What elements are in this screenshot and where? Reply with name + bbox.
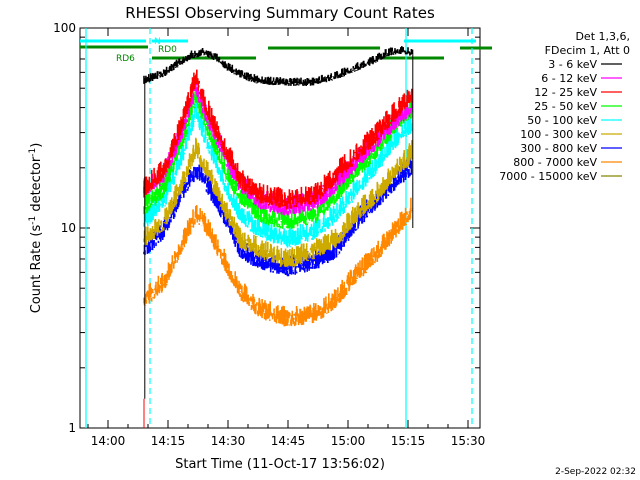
- y-tick-label: 10: [61, 221, 76, 235]
- legend-entry-label: 300 - 800 keV: [520, 142, 597, 155]
- flag-label-rd6: RD6: [116, 54, 135, 64]
- flag-label-rd0: RD0: [158, 45, 177, 55]
- y-axis-label-sup1: -1: [28, 216, 38, 225]
- timestamp: 2-Sep-2022 02:32: [555, 467, 636, 477]
- series-trace: [143, 137, 413, 267]
- x-tick-label: 14:30: [211, 434, 246, 448]
- flag-label-n: N: [154, 37, 161, 47]
- legend-entry-label: 7000 - 15000 keV: [499, 170, 597, 183]
- x-tick-label: 14:00: [91, 434, 126, 448]
- x-tick-label: 15:15: [391, 434, 426, 448]
- x-tick-label: 14:15: [151, 434, 186, 448]
- x-tick-label: 15:30: [451, 434, 486, 448]
- series-layer: [143, 46, 414, 428]
- y-axis-label-sup2: -1: [28, 148, 38, 157]
- legend-entry-label: 100 - 300 keV: [520, 128, 597, 141]
- legend-entry-label: 12 - 25 keV: [534, 86, 597, 99]
- axis-ticks: 14:00 14:15 14:30 14:45 15:00 15:15 15:30 1 10 10…: [53, 21, 485, 448]
- series-trace: [143, 101, 413, 248]
- chart-title: RHESSI Observing Summary Count Rates: [125, 4, 435, 22]
- y-axis-label: Count Rate (s-1 detector-1): [28, 143, 44, 314]
- legend-entry-label: 6 - 12 keV: [541, 72, 597, 85]
- legend-entry-label: 25 - 50 keV: [534, 100, 597, 113]
- y-axis-label-main: Count Rate (s: [29, 225, 44, 314]
- series-trace: [143, 197, 413, 327]
- x-axis-label: Start Time (11-Oct-17 13:56:02): [175, 457, 385, 472]
- legend-header: FDecim 1, Att 0: [545, 44, 630, 57]
- legend-header: Det 1,3,6,: [575, 30, 630, 43]
- y-tick-label: 1: [68, 421, 76, 435]
- series-trace: [143, 46, 413, 86]
- y-axis-label-end: ): [29, 143, 44, 148]
- y-tick-label: 100: [53, 21, 76, 35]
- legend-entry-label: 800 - 7000 keV: [513, 156, 597, 169]
- series-trace: [143, 69, 413, 210]
- x-tick-label: 15:00: [331, 434, 366, 448]
- x-tick-label: 14:45: [271, 434, 306, 448]
- legend-entry-label: 50 - 100 keV: [527, 114, 597, 127]
- y-axis-label-mid: detector: [29, 156, 44, 216]
- legend-entry-label: 3 - 6 keV: [548, 58, 597, 71]
